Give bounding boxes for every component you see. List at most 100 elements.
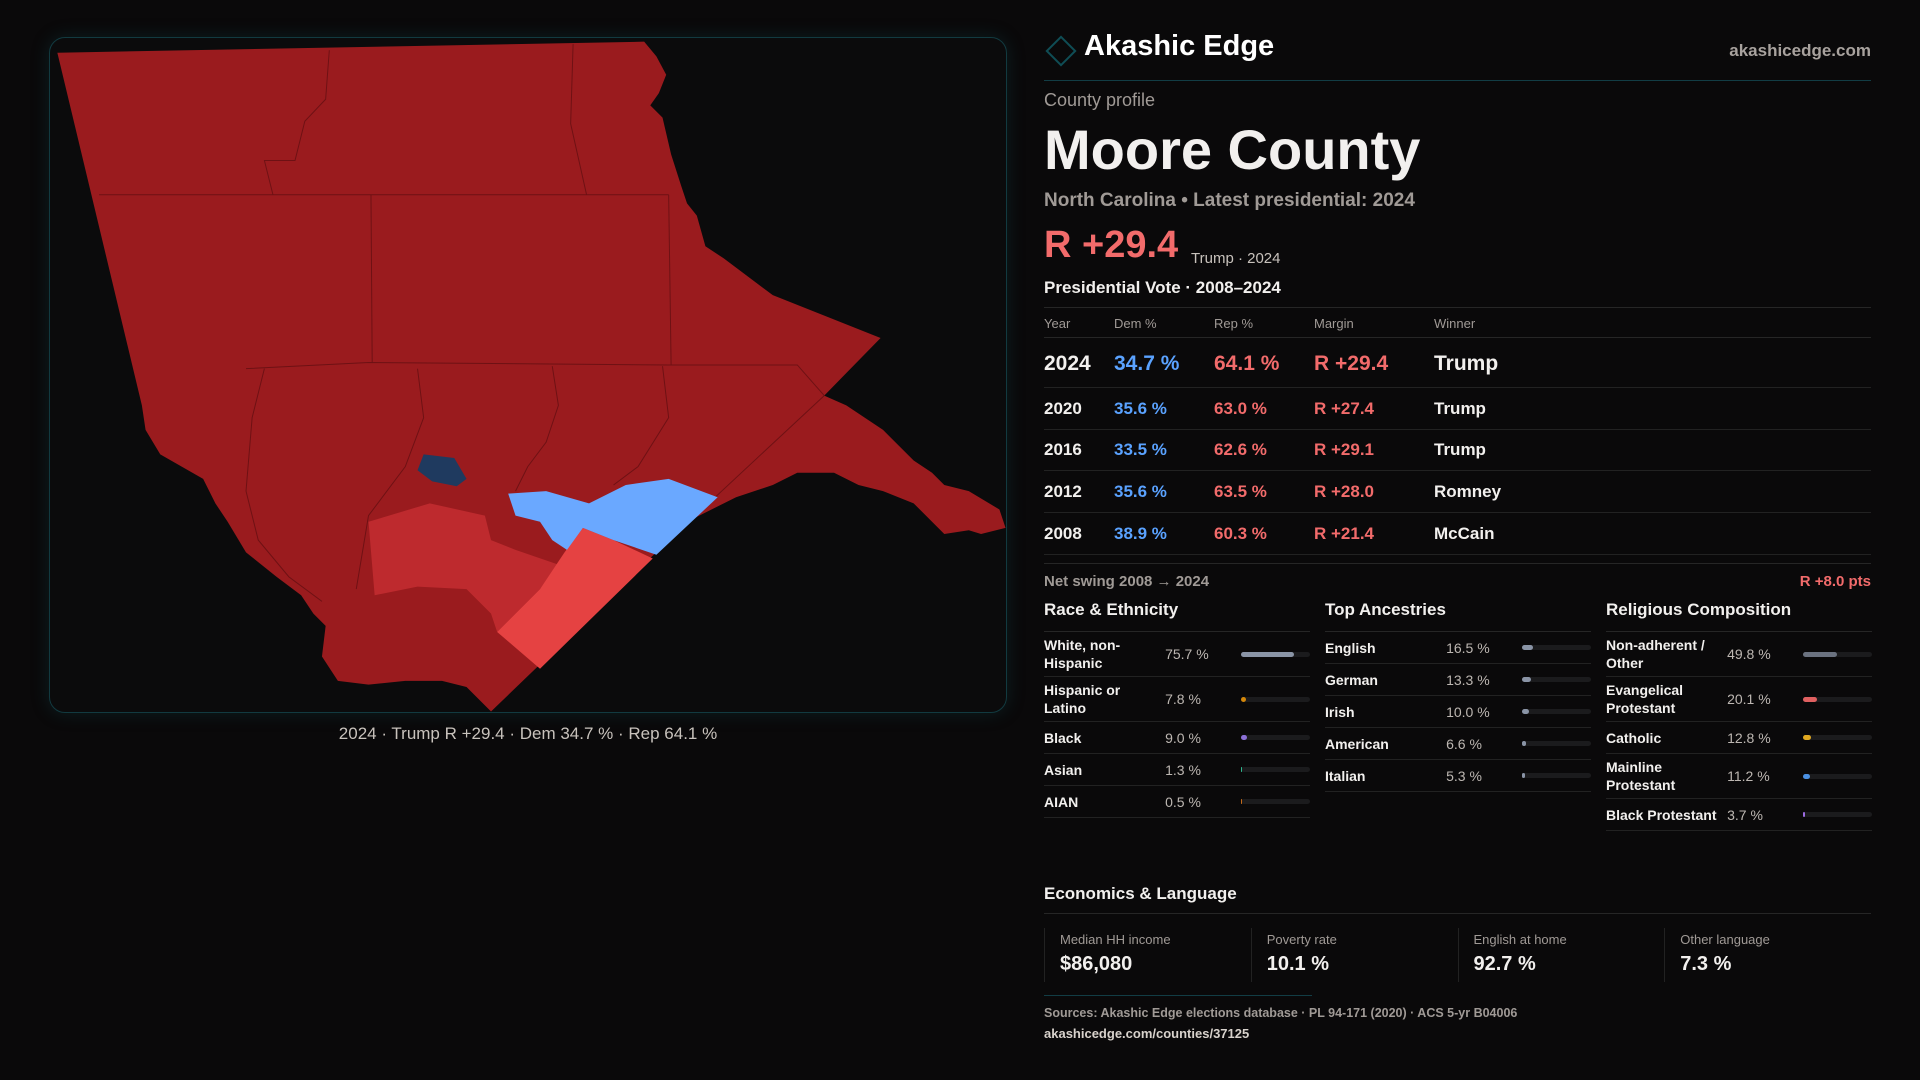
stat-poverty-rate: Poverty rate 10.1 %	[1250, 928, 1458, 982]
bar-fill	[1521, 773, 1526, 778]
economics-title: Economics & Language	[1044, 884, 1237, 903]
section-title: Race & Ethnicity	[1044, 600, 1310, 632]
stat-value: 7.3 %	[1680, 953, 1732, 975]
race-row: AIAN 0.5 %	[1044, 786, 1311, 818]
precinct-lean-r[interactable]	[368, 503, 559, 632]
row-label: Catholic	[1606, 729, 1662, 746]
stat-value: 92.7 %	[1473, 953, 1536, 975]
map-caption: 2024 · Trump R +29.4 · Dem 34.7 % · Rep …	[338, 724, 718, 743]
bar-fill	[1521, 741, 1527, 746]
row-value: 13.3 %	[1446, 671, 1490, 688]
vote-table-header: Year Dem % Rep % Margin Winner	[1044, 314, 1871, 332]
cell-margin: R +21.4	[1314, 524, 1375, 543]
sources: Sources: Akashic Edge elections database…	[1044, 1006, 1518, 1020]
ancestry-row: German 13.3 %	[1325, 664, 1592, 696]
ancestry-section: Top Ancestries English 16.5 % German 13.3 % I…	[1325, 600, 1592, 792]
precinct-lean-d[interactable]	[508, 478, 718, 555]
cell-dem: 33.5 %	[1114, 440, 1167, 459]
row-label: White, non-Hispanic	[1044, 637, 1121, 671]
bar-track	[1240, 799, 1311, 804]
stat-median-income: Median HH income $86,080	[1044, 928, 1251, 982]
subtitle: North Carolina • Latest presidential: 20…	[1044, 190, 1415, 211]
religion-row: Mainline Protestant 11.2 %	[1606, 754, 1873, 799]
row-label: Hispanic or Latino	[1044, 682, 1121, 716]
stat-label: Other language	[1680, 932, 1770, 947]
ancestry-row: American 6.6 %	[1325, 728, 1592, 760]
net-swing-label: Net swing 2008 → 2024	[1044, 573, 1210, 590]
row-value: 75.7 %	[1165, 646, 1209, 662]
stat-label: English at home	[1473, 932, 1567, 947]
section-title: Top Ancestries	[1325, 600, 1591, 632]
cell-year: 2024	[1044, 351, 1091, 375]
brand[interactable]: Akashic Edge	[1044, 30, 1274, 67]
divider	[1044, 563, 1871, 564]
cell-year: 2020	[1044, 399, 1082, 418]
precinct-map[interactable]	[50, 38, 1007, 713]
cell-winner: Trump	[1434, 351, 1499, 375]
row-value: 6.6 %	[1446, 735, 1482, 752]
bar-fill	[1521, 709, 1529, 714]
precinct-tilt-r[interactable]	[497, 527, 653, 669]
row-value: 0.5 %	[1165, 793, 1201, 810]
vote-table-row[interactable]: 2016 33.5 % 62.6 % R +29.1 Trump	[1044, 430, 1871, 471]
row-label: Asian	[1044, 761, 1083, 778]
vote-table-row[interactable]: 2024 34.7 % 64.1 % R +29.4 Trump	[1044, 340, 1871, 388]
row-value: 3.7 %	[1727, 806, 1763, 823]
ancestry-row: English 16.5 %	[1325, 632, 1592, 664]
divider	[1044, 337, 1871, 338]
race-row: White, non-Hispanic 75.7 %	[1044, 632, 1311, 677]
stat-label: Median HH income	[1060, 932, 1171, 947]
row-label: Black Protestant	[1606, 806, 1717, 823]
county-map-panel[interactable]	[49, 37, 1007, 713]
cell-year: 2016	[1044, 440, 1082, 459]
bar-track	[1521, 709, 1592, 714]
bar-track	[1802, 773, 1873, 779]
vote-table-row[interactable]: 2012 35.6 % 63.5 % R +28.0 Romney	[1044, 472, 1871, 513]
divider	[1044, 995, 1312, 996]
religion-row: Evangelical Protestant 20.1 %	[1606, 677, 1873, 722]
col-winner: Winner	[1434, 315, 1476, 331]
cell-rep: 63.0 %	[1214, 399, 1267, 418]
religion-row: Black Protestant 3.7 %	[1606, 799, 1873, 831]
row-label: American	[1325, 735, 1389, 752]
section-title: Religious Composition	[1606, 600, 1872, 632]
bar-track	[1521, 773, 1592, 778]
cell-rep: 63.5 %	[1214, 482, 1267, 501]
bar-track	[1240, 651, 1311, 657]
cell-year: 2008	[1044, 524, 1082, 543]
eyebrow: County profile	[1044, 90, 1156, 110]
religion-row: Non-adherent / Other 49.8 %	[1606, 632, 1873, 677]
bar-fill	[1802, 735, 1812, 740]
cell-dem: 34.7 %	[1114, 351, 1180, 375]
county-url-link[interactable]: akashicedge.com/counties/37125	[1044, 1026, 1250, 1041]
stat-english-home: English at home 92.7 %	[1457, 928, 1665, 982]
bar-fill	[1240, 767, 1243, 772]
row-label: Non-adherent / Other	[1606, 637, 1705, 671]
bar-fill	[1802, 651, 1838, 657]
row-label: English	[1325, 639, 1376, 656]
col-rep: Rep %	[1214, 315, 1254, 331]
stat-value: 10.1 %	[1266, 953, 1330, 975]
cell-dem: 35.6 %	[1114, 399, 1167, 418]
site-link[interactable]: akashicedge.com	[1729, 41, 1871, 60]
precinct-safe-d[interactable]	[417, 454, 467, 487]
row-value: 12.8 %	[1727, 729, 1771, 746]
vote-table-row[interactable]: 2020 35.6 % 63.0 % R +27.4 Trump	[1044, 389, 1871, 430]
religion-row: Catholic 12.8 %	[1606, 722, 1873, 754]
bar-fill	[1240, 651, 1294, 657]
cell-margin: R +28.0	[1314, 482, 1375, 501]
row-label: Italian	[1325, 767, 1366, 784]
divider	[1044, 913, 1871, 914]
bar-track	[1521, 645, 1592, 650]
economics-stats: Median HH income $86,080 Poverty rate 10.1…	[1044, 928, 1871, 982]
precinct-borders	[99, 44, 825, 602]
ancestry-row: Irish 10.0 %	[1325, 696, 1592, 728]
ancestry-row: Italian 5.3 %	[1325, 760, 1592, 792]
precinct-safe-r[interactable]	[57, 41, 1006, 712]
bar-fill	[1521, 645, 1534, 650]
vote-table-row[interactable]: 2008 38.9 % 60.3 % R +21.4 McCain	[1044, 514, 1871, 555]
row-value: 16.5 %	[1446, 639, 1490, 656]
bar-track	[1802, 651, 1873, 657]
row-value: 1.3 %	[1165, 761, 1201, 778]
religion-section: Religious Composition Non-adherent / Othe…	[1606, 600, 1873, 831]
